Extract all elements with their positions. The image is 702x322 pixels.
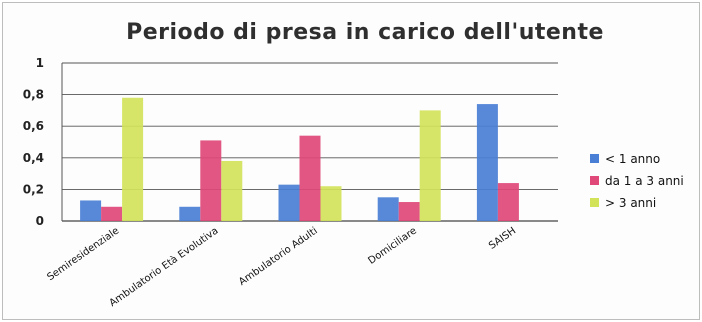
- bar: [398, 202, 420, 221]
- bar: [497, 183, 519, 221]
- chart-title: Periodo di presa in carico dell'utente: [126, 20, 604, 45]
- legend-swatch: [590, 198, 599, 207]
- bar: [278, 184, 300, 221]
- category-label: SAISH: [487, 225, 518, 251]
- legend-label: > 3 anni: [605, 196, 656, 210]
- y-tick-label: 0: [36, 214, 44, 228]
- y-tick-label: 0,4: [23, 151, 44, 165]
- legend-label: < 1 anno: [605, 152, 660, 166]
- y-tick-label: 0,8: [23, 88, 44, 102]
- y-tick-label: 1: [36, 56, 44, 70]
- category-label: Ambulatorio Adulti: [237, 225, 320, 287]
- bar: [122, 97, 144, 221]
- category-label: Ambulatorio Età Evolutiva: [107, 225, 221, 309]
- bar: [200, 140, 222, 221]
- y-tick-label: 0,6: [23, 119, 44, 133]
- legend-label: da 1 a 3 anni: [605, 174, 684, 188]
- y-tick-label: 0,2: [23, 182, 44, 196]
- bar: [419, 110, 441, 221]
- bar: [179, 206, 201, 221]
- bar: [320, 186, 342, 221]
- category-label: Domiciliare: [366, 225, 418, 266]
- legend-swatch: [590, 176, 599, 185]
- bar: [299, 135, 321, 221]
- legend-swatch: [590, 154, 599, 163]
- category-label: Semiresidenziale: [45, 225, 121, 283]
- bar: [377, 197, 399, 221]
- bar: [101, 206, 123, 221]
- bar: [221, 160, 243, 221]
- bar: [80, 200, 102, 221]
- bar: [476, 104, 498, 221]
